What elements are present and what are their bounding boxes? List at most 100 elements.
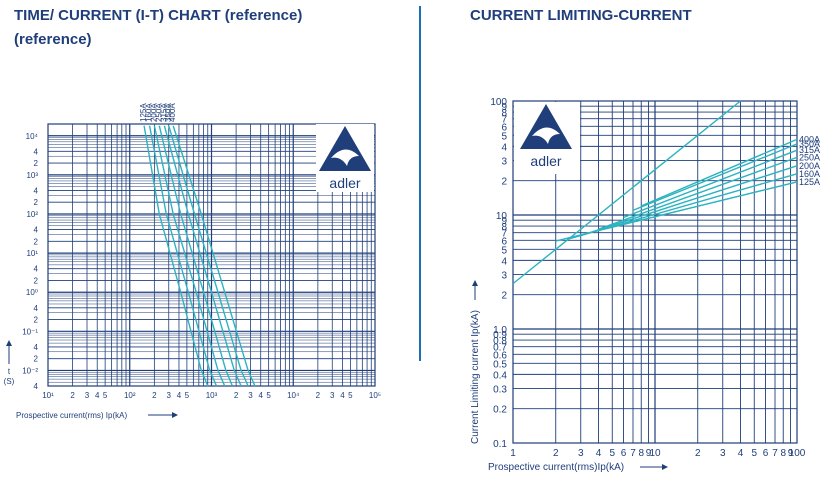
right-x-tick-label: 4 xyxy=(596,448,602,459)
left-y-tick-label: 10⁴ xyxy=(26,132,39,141)
right-y-tick-label: 8 xyxy=(501,222,507,233)
left-rating-label-200A: 200A xyxy=(149,103,158,122)
left-y-tick-label: 4 xyxy=(34,147,39,156)
left-logo: adler xyxy=(319,126,371,191)
left-x-tick-label: 5 xyxy=(348,391,353,400)
left-y-tick-label: 2 xyxy=(34,276,39,285)
left-x-tick-label: 2 xyxy=(152,391,157,400)
right-x-tick-label: 100 xyxy=(789,448,806,459)
logo-wordmark: adler xyxy=(530,153,561,169)
left-rating-label-125A: 125A xyxy=(139,103,148,122)
left-y-tick-label: 10⁰ xyxy=(26,288,38,297)
right-y-tick-label: 4 xyxy=(501,142,507,153)
left-y-tick-label: 2 xyxy=(34,316,39,325)
right-x-tick-label: 8 xyxy=(638,448,644,459)
right-x-tick-label: 7 xyxy=(630,448,636,459)
right-y-tick-label: 9 xyxy=(501,216,507,227)
left-rating-label-350A: 350A xyxy=(164,103,173,122)
right-rating-label-200A: 200A xyxy=(799,161,820,171)
left-x-tick-label: 2 xyxy=(234,391,239,400)
right-x-tick-label: 6 xyxy=(763,448,769,459)
right-rating-label-315A: 315A xyxy=(799,145,820,155)
right-x-tick-label: 7 xyxy=(772,448,778,459)
left-y-tick-label: 10⁻¹ xyxy=(22,327,38,336)
right-y-tick-label: 4 xyxy=(501,256,507,267)
right-y-tick-label: 7 xyxy=(501,229,507,240)
logo-wordmark: adler xyxy=(329,175,360,191)
left-x-tick-label: 10⁵ xyxy=(369,391,381,400)
left-x-tick-label: 10² xyxy=(124,391,136,400)
right-y-tick-label: 2 xyxy=(501,177,507,188)
left-y-tick-label: 2 xyxy=(34,198,39,207)
right-y-tick-label: 8 xyxy=(501,108,507,119)
left-curve-200A xyxy=(153,125,226,387)
right-curve-200A xyxy=(580,165,798,237)
left-y-tick-label: 10³ xyxy=(26,171,38,180)
eagle-wing-icon xyxy=(532,127,560,144)
right-x-tick-label: 1 xyxy=(510,448,516,459)
right-y-tick-label: 3 xyxy=(501,157,507,168)
left-y-tick-label: 2 xyxy=(34,355,39,364)
left-y-tick-label: 4 xyxy=(34,304,39,313)
left-x-axis-label: Prospective current(rms) Ip(kA) xyxy=(16,411,127,420)
right-y-tick-label: 7 xyxy=(501,115,507,126)
right-x-tick-label: 5 xyxy=(609,448,615,459)
left-curve-250A xyxy=(158,125,234,387)
right-x-tick-label: 8 xyxy=(780,448,786,459)
left-curve-350A xyxy=(168,125,249,387)
eagle-triangle-logo-icon xyxy=(319,126,371,171)
right-x-tick-label: 9 xyxy=(788,448,794,459)
left-x-tick-label: 4 xyxy=(258,391,263,400)
right-curve-315A xyxy=(623,149,798,219)
right-x-tick-label: 5 xyxy=(751,448,757,459)
left-y-tick-label: 10⁻² xyxy=(22,366,38,375)
left-y-tick-label: 10² xyxy=(26,210,38,219)
left-x-tick-label: 3 xyxy=(85,391,90,400)
left-x-tick-label: 3 xyxy=(167,391,172,400)
left-y-tick-label: 10¹ xyxy=(26,249,38,258)
right-y-tick-label: 0.8 xyxy=(493,336,507,347)
right-rating-label-160A: 160A xyxy=(799,169,820,179)
right-x-axis-arrow-icon xyxy=(662,464,668,470)
left-curve-160A xyxy=(148,125,218,387)
left-x-tick-label: 2 xyxy=(70,391,75,400)
right-curve-250A xyxy=(598,156,798,230)
left-y-tick-label: 2 xyxy=(34,237,39,246)
right-y-tick-label: 10 xyxy=(496,211,508,222)
right-rating-label-350A: 350A xyxy=(799,139,820,149)
left-chart-title-continued: (reference) xyxy=(14,31,92,48)
left-x-axis-arrow-icon xyxy=(172,412,178,418)
left-rating-label-400A: 400A xyxy=(168,103,177,122)
left-x-tick-label: 5 xyxy=(266,391,271,400)
right-logo: adler xyxy=(520,104,572,169)
right-y-axis-arrow-icon xyxy=(472,280,478,286)
left-y-tick-label: 4 xyxy=(34,382,39,391)
right-x-tick-label: 6 xyxy=(621,448,627,459)
right-x-axis-label: Prospective current(rms)Ip(kA) xyxy=(488,462,624,473)
right-reference-line xyxy=(512,100,741,285)
right-y-tick-label: 0.2 xyxy=(493,405,507,416)
left-y-axis-arrow-icon xyxy=(6,340,12,346)
left-rating-label-250A: 250A xyxy=(154,103,163,122)
left-curve-315A xyxy=(163,125,242,387)
right-y-tick-label: 1.0 xyxy=(493,325,507,336)
right-y-tick-label: 0.9 xyxy=(493,330,507,341)
right-y-tick-label: 0.1 xyxy=(493,439,507,450)
eagle-triangle-logo-icon xyxy=(520,104,572,149)
left-x-tick-label: 4 xyxy=(95,391,100,400)
left-y-tick-label: 4 xyxy=(34,265,39,274)
right-rating-label-125A: 125A xyxy=(799,177,820,187)
left-x-tick-label: 3 xyxy=(248,391,253,400)
right-x-tick-label: 9 xyxy=(646,448,652,459)
right-x-tick-label: 3 xyxy=(720,448,726,459)
right-y-tick-label: 3 xyxy=(501,271,507,282)
right-y-axis-label: Current Limiting current Ip(kA) xyxy=(470,310,481,444)
right-y-tick-label: 5 xyxy=(501,245,507,256)
left-x-tick-label: 5 xyxy=(103,391,108,400)
right-curve-350A xyxy=(632,143,798,211)
left-y-tick-label: 4 xyxy=(34,186,39,195)
right-y-tick-label: 2 xyxy=(501,291,507,302)
left-x-tick-label: 4 xyxy=(340,391,345,400)
right-y-tick-label: 0.5 xyxy=(493,359,507,370)
